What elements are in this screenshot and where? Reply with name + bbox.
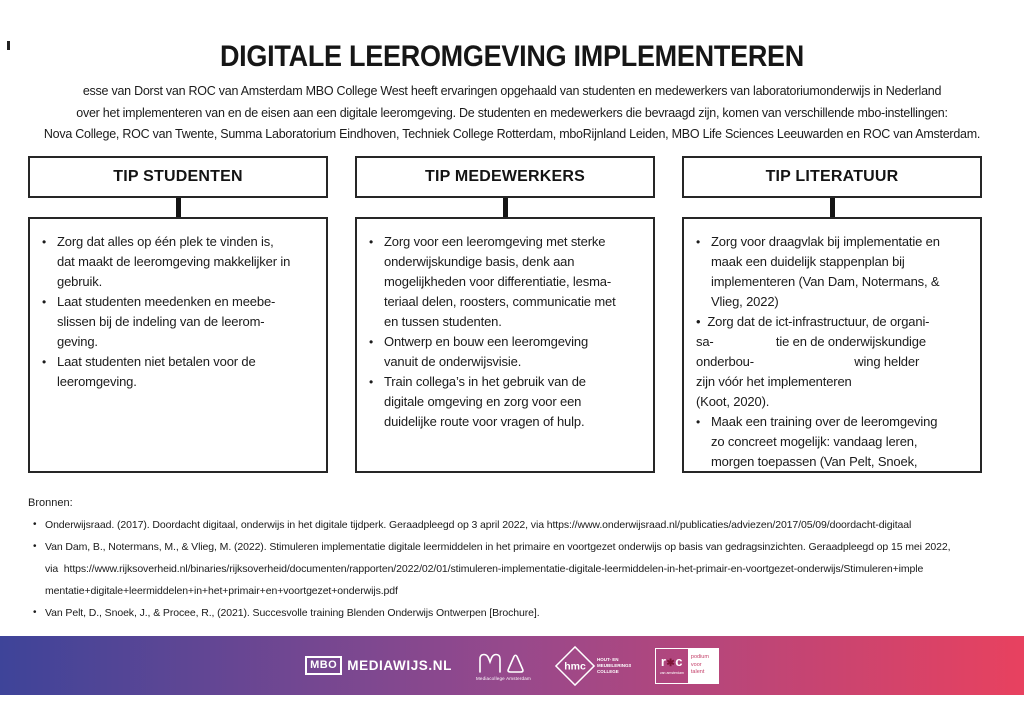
source-text: Van Dam, B., Notermans, M., & Vlieg, M. …	[45, 541, 951, 597]
tip-content-medewerkers: • Zorg voor een leeromgeving met sterke …	[355, 217, 655, 473]
source-text: Van Pelt, D., Snoek, J., & Procee, R., (…	[45, 607, 540, 619]
list-item: • Maak een training over de leeromgeving…	[696, 412, 976, 471]
list-item: • Laat studenten meedenken en meebe- sli…	[42, 292, 322, 352]
list-item-text: Laat studenten meedenken en meebe- sliss…	[57, 294, 276, 349]
roc-caption: van amsterdam	[659, 671, 684, 675]
list-item-text: Zorg voor draagvlak bij implementatie en…	[711, 234, 940, 309]
list-item: • Zorg voor draagvlak bij implementatie …	[696, 232, 976, 312]
hmc-diamond-icon: hmc HOUT- EN MEUBILERINGS COLLEGE	[554, 645, 631, 686]
source-item: • Van Pelt, D., Snoek, J., & Procee, R.,…	[28, 602, 1018, 624]
bullet-icon: •	[696, 235, 701, 249]
list-item: • Ontwerp en bouw een leeromgeving vanui…	[369, 332, 649, 372]
hmc-caption-line: COLLEGE	[597, 669, 619, 674]
bullet-icon: •	[42, 235, 47, 249]
bullet-icon: •	[33, 541, 37, 552]
stray-mark	[7, 41, 10, 50]
roc-star-icon: ✱	[666, 658, 676, 669]
source-item: • Van Dam, B., Notermans, M., & Vlieg, M…	[28, 536, 1018, 602]
list-item-text: Ontwerp en bouw een leeromgeving vanuit …	[384, 334, 589, 369]
tip-content-literatuur: • Zorg voor draagvlak bij implementatie …	[682, 217, 982, 473]
intro-paragraph: esse van Dorst van ROC van Amsterdam MBO…	[43, 84, 981, 141]
hmc-caption-line: MEUBILERINGS	[597, 663, 631, 668]
mbo-badge: MBO	[305, 656, 343, 675]
hmc-label: hmc	[564, 660, 586, 672]
hmc-caption-line: HOUT- EN	[597, 657, 619, 662]
tip-header-literatuur: TIP LITERATUUR	[682, 156, 982, 198]
list-item: • Zorg dat alles op één plek te vinden i…	[42, 232, 322, 292]
bullet-icon: •	[42, 295, 47, 309]
list-item-text: Laat studenten niet betalen voor de leer…	[57, 354, 256, 389]
mediawijs-label: MEDIAWIJS.NL	[347, 658, 452, 673]
bullet-icon: •	[33, 607, 37, 618]
tip-content-studenten: • Zorg dat alles op één plek te vinden i…	[28, 217, 328, 473]
tip-column-medewerkers: TIP MEDEWERKERS • Zorg voor een leeromge…	[355, 156, 655, 473]
list-item-text: Zorg dat alles op één plek te vinden is,…	[57, 234, 291, 289]
bullet-icon: •	[696, 415, 701, 429]
list-item-text: Train collega’s in het gebruik van de di…	[384, 374, 586, 429]
roc-left-panel: r✱c van amsterdam	[656, 649, 688, 683]
ma-shapes-icon	[479, 653, 525, 673]
bullet-icon: •	[42, 355, 47, 369]
connector-line	[829, 198, 835, 217]
list-item: • Laat studenten niet betalen voor de le…	[42, 352, 322, 392]
hmc-logo-icon: hmc HOUT- EN MEUBILERINGS COLLEGE	[554, 645, 631, 687]
sources-heading: Bronnen:	[28, 497, 73, 509]
footer-band: MBO MEDIAWIJS.NL Mediacollege Amsterdam …	[0, 636, 1024, 695]
list-item: • Zorg voor een leeromgeving met sterke …	[369, 232, 649, 332]
list-item-text: Maak een training over de leeromgeving z…	[711, 414, 938, 469]
roc-wordmark: r✱c	[660, 654, 683, 670]
list-item: • Train collega’s in het gebruik van de …	[369, 372, 649, 432]
bullet-icon: •	[369, 235, 374, 249]
source-text: Onderwijsraad. (2017). Doordacht digitaa…	[45, 519, 912, 531]
sources-section: Bronnen: • Onderwijsraad. (2017). Doorda…	[28, 492, 1018, 624]
tip-header-label: TIP STUDENTEN	[113, 168, 243, 185]
list-item-text: Zorg voor een leeromgeving met sterke on…	[384, 234, 616, 329]
tip-header-label: TIP LITERATUUR	[765, 168, 899, 185]
tip-header-studenten: TIP STUDENTEN	[28, 156, 328, 198]
tip-column-literatuur: TIP LITERATUUR • Zorg voor draagvlak bij…	[682, 156, 982, 473]
bullet-icon: •	[33, 519, 37, 530]
source-item: • Onderwijsraad. (2017). Doordacht digit…	[28, 514, 1018, 536]
mbo-mediawijs-logo-icon: MBO MEDIAWIJS.NL	[305, 656, 452, 675]
bullet-icon: •	[369, 335, 374, 349]
tip-header-medewerkers: TIP MEDEWERKERS	[355, 156, 655, 198]
roc-letter-r: r	[660, 654, 667, 669]
roc-van-amsterdam-logo-icon: r✱c van amsterdam podium voor talent	[654, 647, 719, 684]
connector-line	[175, 198, 181, 217]
roc-letter-c: c	[675, 654, 683, 669]
ma-caption: Mediacollege Amsterdam	[475, 675, 531, 681]
connector-line	[502, 198, 508, 217]
tip-column-studenten: TIP STUDENTEN • Zorg dat alles op één pl…	[28, 156, 328, 473]
tip-header-label: TIP MEDEWERKERS	[424, 168, 586, 185]
roc-tagline: podium voor talent	[687, 648, 718, 683]
page-title: DIGITALE LEEROMGEVING IMPLEMENTEREN	[219, 40, 805, 73]
mediacollege-amsterdam-logo-icon: Mediacollege Amsterdam	[476, 651, 531, 681]
bullet-icon: •	[369, 375, 374, 389]
list-item: • Zorg dat de ict-infrastructuur, de org…	[696, 314, 930, 409]
